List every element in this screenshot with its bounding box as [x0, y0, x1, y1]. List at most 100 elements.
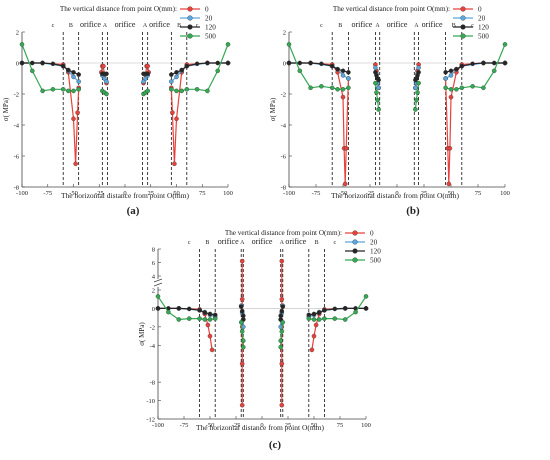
legend: The vertical distance from point O(mm): 0… [225, 229, 381, 265]
data-point-500 [311, 317, 317, 322]
data-point-20 [416, 65, 421, 70]
zone-label-orifice: orifice [149, 20, 170, 29]
zone-label-c: c [188, 240, 191, 246]
data-point-500 [179, 88, 184, 94]
data-point-500 [197, 316, 202, 321]
data-point-120 [202, 310, 208, 315]
data-point-0 [311, 333, 317, 339]
y-tick-label: -12 [146, 417, 155, 424]
data-point-500 [176, 317, 182, 322]
data-point-0 [71, 116, 76, 122]
data-point-120 [459, 63, 465, 69]
data-point-0 [101, 63, 106, 69]
data-point-500 [225, 42, 231, 47]
data-point-120 [376, 77, 381, 83]
data-point-500 [375, 97, 380, 103]
zone-label-b: B [205, 240, 209, 246]
x-tick-label: -50 [69, 190, 78, 197]
data-point-120 [76, 72, 81, 77]
data-point-500 [416, 80, 421, 86]
y-tick-label: -4 [14, 123, 20, 130]
data-point-500 [502, 42, 508, 47]
zone-label-c: c [52, 23, 55, 29]
legend-entry-0: 0 [205, 6, 209, 14]
x-axis-label: The horizontal distance from point O(mm) [196, 423, 325, 432]
zone-label-b: B [338, 23, 342, 29]
data-point-500 [50, 87, 56, 92]
data-point-500 [415, 90, 420, 95]
data-point-500 [414, 97, 419, 103]
panel-label: (c) [269, 439, 282, 451]
zone-label-a: A [375, 23, 380, 29]
data-point-500 [448, 87, 454, 92]
y-tick-label: 0 [16, 61, 19, 68]
data-point-20 [443, 76, 448, 81]
zone-label-a: A [143, 23, 148, 29]
data-point-500 [238, 320, 244, 325]
legend-swatch-marker [187, 6, 193, 12]
zone-label-orifice: orifice [218, 237, 239, 246]
data-point-500 [306, 316, 312, 321]
y-tick-label: 0 [283, 61, 286, 68]
data-point-500 [278, 338, 283, 343]
y-tick-label: -8 [150, 380, 155, 387]
y-axis-label: σ( MPa) [269, 97, 277, 121]
data-point-120 [481, 60, 486, 66]
data-point-120 [205, 60, 210, 66]
x-tick-label: -75 [43, 190, 52, 197]
zone-label-c: c [471, 23, 474, 29]
data-point-20 [76, 79, 81, 84]
data-point-120 [340, 68, 346, 74]
data-point-120 [332, 306, 338, 312]
legend-entry-20: 20 [370, 239, 378, 247]
data-point-500 [186, 316, 192, 321]
data-point-20 [141, 79, 146, 84]
data-point-120 [197, 308, 202, 313]
data-point-20 [448, 73, 454, 78]
data-point-120 [71, 70, 76, 75]
data-point-0 [239, 258, 245, 264]
data-point-120 [174, 70, 179, 75]
data-point-500 [459, 85, 465, 91]
legend-swatch-marker [352, 257, 358, 263]
data-point-500 [166, 309, 171, 315]
legend-entry-120: 120 [478, 24, 489, 32]
data-point-500 [454, 87, 459, 92]
data-point-0 [343, 146, 349, 151]
data-point-500 [319, 84, 324, 89]
legend-swatch-marker [187, 33, 193, 39]
zone-label-b: B [69, 23, 73, 29]
zone-label-b: B [177, 23, 181, 29]
data-point-120 [155, 306, 161, 311]
x-tick-label: 0 [123, 190, 126, 197]
series-line-0 [445, 62, 505, 184]
data-point-500 [241, 344, 246, 350]
data-point-500 [308, 85, 313, 91]
data-point-500 [353, 309, 358, 315]
y-tick-label: 2 [283, 30, 286, 37]
legend-entry-0: 0 [478, 6, 482, 14]
data-point-0 [205, 322, 211, 328]
data-point-500 [280, 320, 286, 325]
data-point-500 [60, 87, 66, 92]
data-point-0 [279, 296, 285, 302]
x-tick-label: 100 [223, 190, 233, 197]
data-point-500 [184, 87, 190, 92]
data-point-500 [205, 88, 210, 94]
data-point-500 [279, 329, 285, 334]
x-tick-label: -100 [152, 422, 164, 429]
x-tick-label: 50 [448, 190, 455, 197]
data-point-0 [313, 322, 319, 328]
data-point-120 [186, 306, 192, 312]
data-point-500 [342, 317, 348, 322]
series-line-0 [22, 62, 80, 164]
legend-swatch-marker [460, 24, 466, 30]
legend-swatch-marker [187, 24, 193, 30]
data-point-120 [207, 311, 213, 317]
data-point-120 [491, 60, 497, 66]
data-point-120 [176, 306, 182, 311]
data-point-500 [278, 344, 283, 350]
x-tick-label: -50 [339, 190, 348, 197]
data-point-20 [104, 79, 109, 84]
data-point-500 [155, 294, 161, 299]
